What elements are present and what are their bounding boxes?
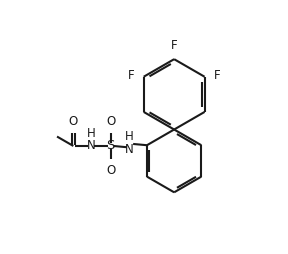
- Text: F: F: [128, 69, 135, 82]
- Text: H: H: [87, 127, 95, 140]
- Text: H
N: H N: [125, 130, 134, 156]
- Text: F: F: [213, 69, 220, 82]
- Text: F: F: [171, 39, 177, 52]
- Text: N: N: [87, 139, 95, 152]
- Text: O: O: [106, 164, 115, 177]
- Text: O: O: [106, 115, 115, 128]
- Text: O: O: [69, 115, 78, 128]
- Text: S: S: [106, 139, 115, 152]
